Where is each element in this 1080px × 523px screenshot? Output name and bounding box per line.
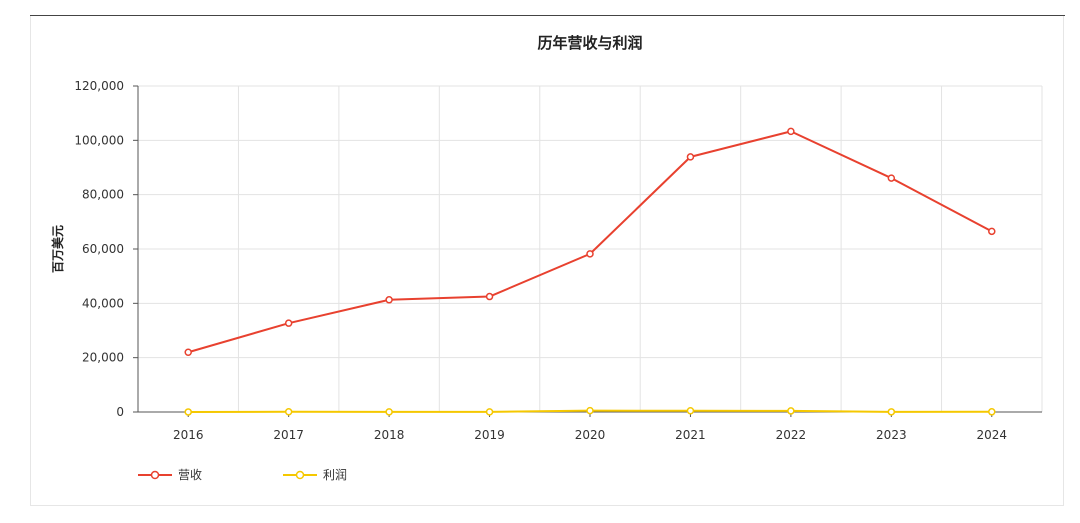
x-tick-label: 2018 (374, 428, 405, 442)
legend-item[interactable]: 营收 (138, 468, 202, 482)
series (184, 127, 996, 416)
legend-marker (295, 470, 305, 480)
y-axis-ticks: 0 20,000 40,000 60,000 80,000 100,000 120,000 (74, 79, 124, 419)
y-tick-label: 0 (116, 405, 124, 419)
x-axis-ticks: 2016 2017 2018 2019 2020 2021 2022 2023 2024 (173, 428, 1007, 442)
data-point[interactable] (485, 292, 494, 301)
x-tick-label: 2023 (876, 428, 907, 442)
legend-label: 营收 (178, 468, 202, 482)
grid (138, 85, 1043, 412)
legend-item[interactable]: 利润 (283, 468, 347, 482)
data-point[interactable] (385, 296, 393, 304)
data-point[interactable] (485, 408, 494, 416)
data-point[interactable] (184, 408, 192, 416)
x-tick-label: 2022 (776, 428, 807, 442)
data-point[interactable] (988, 408, 996, 416)
x-tick-label: 2021 (675, 428, 706, 442)
x-tick-label: 2020 (575, 428, 606, 442)
y-tick-label: 120,000 (74, 79, 124, 93)
legend: 营收 利润 (138, 468, 347, 482)
data-point[interactable] (284, 319, 293, 327)
data-point[interactable] (184, 348, 192, 356)
data-point[interactable] (988, 227, 996, 236)
series-2 (184, 406, 996, 416)
x-tick-label: 2016 (173, 428, 204, 442)
y-tick-label: 100,000 (74, 133, 124, 147)
legend-label: 利润 (323, 468, 347, 482)
x-tick-label: 2024 (977, 428, 1008, 442)
chart-panel (30, 16, 1064, 506)
y-tick-label: 60,000 (82, 242, 124, 256)
data-point[interactable] (887, 408, 896, 416)
y-tick-label: 20,000 (82, 351, 124, 365)
x-tick-label: 2017 (273, 428, 304, 442)
data-point[interactable] (686, 153, 695, 161)
y-tick-label: 40,000 (82, 296, 124, 310)
series-line (187, 130, 993, 354)
x-tick-label: 2019 (474, 428, 505, 442)
data-point[interactable] (385, 408, 393, 416)
data-point[interactable] (787, 127, 795, 136)
data-point[interactable] (787, 407, 795, 415)
data-point[interactable] (586, 250, 594, 258)
series-1 (184, 127, 996, 356)
chart-title: 历年营收与利润 (537, 34, 642, 52)
y-axis-label: 百万美元 (50, 225, 65, 273)
data-point[interactable] (284, 408, 293, 416)
data-point[interactable] (686, 407, 695, 415)
top-rule (30, 15, 1065, 16)
data-point[interactable] (887, 174, 896, 182)
data-point[interactable] (586, 406, 594, 415)
legend-marker (150, 470, 160, 480)
y-tick-label: 80,000 (82, 188, 124, 202)
